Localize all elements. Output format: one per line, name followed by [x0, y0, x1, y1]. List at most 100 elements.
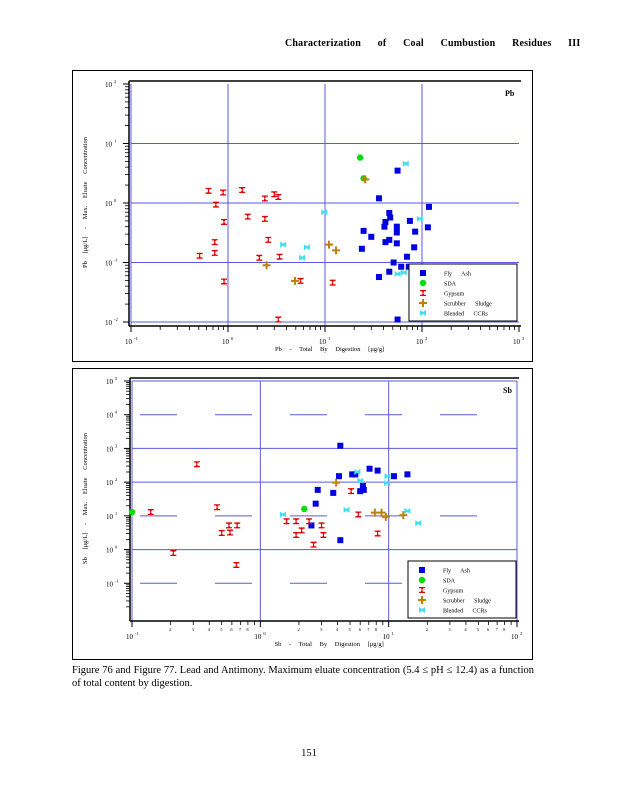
data-point: [221, 218, 228, 225]
x-minor-label: 3: [320, 627, 323, 632]
data-point: [375, 274, 382, 281]
running-head: Characterization of Coal Cumbustion Resi…: [285, 38, 581, 49]
data-point: [147, 509, 154, 516]
y-tick-base: 10: [105, 319, 113, 327]
legend-marker: [420, 270, 426, 276]
x-minor-label: 8: [503, 627, 506, 632]
data-point: [366, 465, 373, 472]
data-point: [412, 228, 419, 235]
x-tick-exp: 2: [520, 631, 522, 636]
legend-marker: [419, 607, 425, 613]
data-point: [393, 223, 400, 230]
y-tick-exp: 0: [114, 198, 117, 203]
data-point: [343, 506, 350, 513]
data-point: [321, 209, 328, 216]
x-minor-label: 6: [487, 627, 490, 632]
data-point: [416, 215, 423, 222]
data-point: [359, 482, 366, 489]
data-point: [402, 160, 409, 167]
figure-pb-frame: 10 -2 10 -1 10 0 10 1 10 2 10 -1 10 0 10 1 10 2 10 3 Pb - To…: [72, 70, 533, 362]
x-tick-label: 10 -1: [125, 336, 138, 346]
x-tick-exp: 2: [425, 336, 427, 341]
legend-label: Scrubber Sludge: [444, 302, 492, 308]
series-blended-ccrs: [279, 468, 422, 527]
y-tick-base: 10: [106, 378, 114, 386]
data-point: [318, 522, 325, 529]
series-gypsum: [196, 187, 336, 323]
x-tick-base: 10: [511, 633, 519, 641]
x-tick-base: 10: [383, 633, 391, 641]
y-tick-exp: 1: [115, 511, 117, 516]
legend-box: [408, 263, 518, 322]
data-point: [312, 500, 319, 507]
data-point: [374, 467, 381, 474]
y-tick-base: 10: [106, 479, 114, 487]
x-tick-base: 10: [513, 338, 521, 346]
legend-label: SDA: [444, 282, 457, 288]
data-point: [325, 240, 334, 249]
y-tick-exp: -1: [115, 578, 119, 583]
y-tick-base: 10: [106, 580, 114, 588]
data-point: [279, 511, 286, 518]
data-point: [335, 473, 342, 480]
figure-sb-frame: 10 -1 10 0 10 1 10 2 10 3 10 4 10 5 10 -1 10 0 10 1 10 2 2 3 4 5 6…: [72, 368, 533, 660]
figure-caption: Figure 76 and Figure 77. Lead and Antimo…: [72, 665, 534, 689]
y-tick-base: 10: [105, 200, 113, 208]
data-point: [386, 236, 393, 243]
data-point: [386, 209, 393, 216]
data-point: [368, 233, 375, 240]
legend-marker: [420, 310, 426, 316]
data-point: [403, 253, 410, 260]
data-point: [381, 512, 390, 521]
legend-label: Scrubber Sludge: [443, 599, 491, 605]
data-point: [356, 154, 364, 161]
x-minor-label: 8: [375, 627, 378, 632]
data-point: [384, 473, 391, 480]
legend-label: Gypsum: [443, 589, 464, 595]
data-point: [382, 239, 389, 246]
x-minor-label: 5: [349, 627, 352, 632]
x-minor-label: 5: [477, 627, 480, 632]
x-minor-label: 4: [464, 627, 467, 632]
data-point: [360, 486, 367, 493]
data-point: [239, 187, 246, 194]
data-point: [332, 478, 341, 487]
data-point: [352, 471, 359, 478]
legend-marker: [420, 290, 426, 296]
data-point: [301, 505, 308, 513]
x-tick-exp: -1: [135, 631, 139, 636]
data-point: [383, 480, 390, 487]
series-scrubber-sludge: [332, 478, 408, 521]
x-tick-label: 10 1: [319, 336, 330, 346]
grid: [130, 84, 519, 326]
data-point: [337, 537, 344, 544]
data-point: [377, 508, 386, 517]
data-point: [221, 278, 228, 285]
data-point: [382, 218, 389, 225]
data-point: [261, 215, 268, 222]
data-point: [214, 504, 221, 511]
series-scrubber-sludge: [262, 175, 370, 285]
data-point: [310, 541, 317, 548]
series-fly-ash: [358, 167, 432, 323]
y-tick-label: 10 3: [106, 443, 118, 453]
chart-title: Pb: [505, 89, 515, 98]
data-point: [256, 254, 263, 261]
data-point: [205, 187, 212, 194]
legend: Fly Ash SDA Gypsum Scrubber Sludge Blended C…: [408, 263, 518, 322]
data-point: [330, 489, 337, 496]
data-point: [297, 277, 304, 284]
data-point: [348, 488, 355, 495]
x-minor-label: 7: [496, 627, 499, 632]
data-point: [276, 253, 283, 260]
x-tick-base: 10: [125, 338, 133, 346]
data-point: [218, 530, 225, 537]
data-point: [299, 254, 306, 261]
data-point: [357, 477, 364, 484]
data-point: [393, 240, 400, 247]
data-point: [212, 201, 219, 208]
data-point: [233, 561, 240, 568]
page-number: 151: [301, 748, 317, 759]
legend-label: Blended CCRs: [443, 609, 488, 615]
legend-marker: [418, 576, 426, 584]
